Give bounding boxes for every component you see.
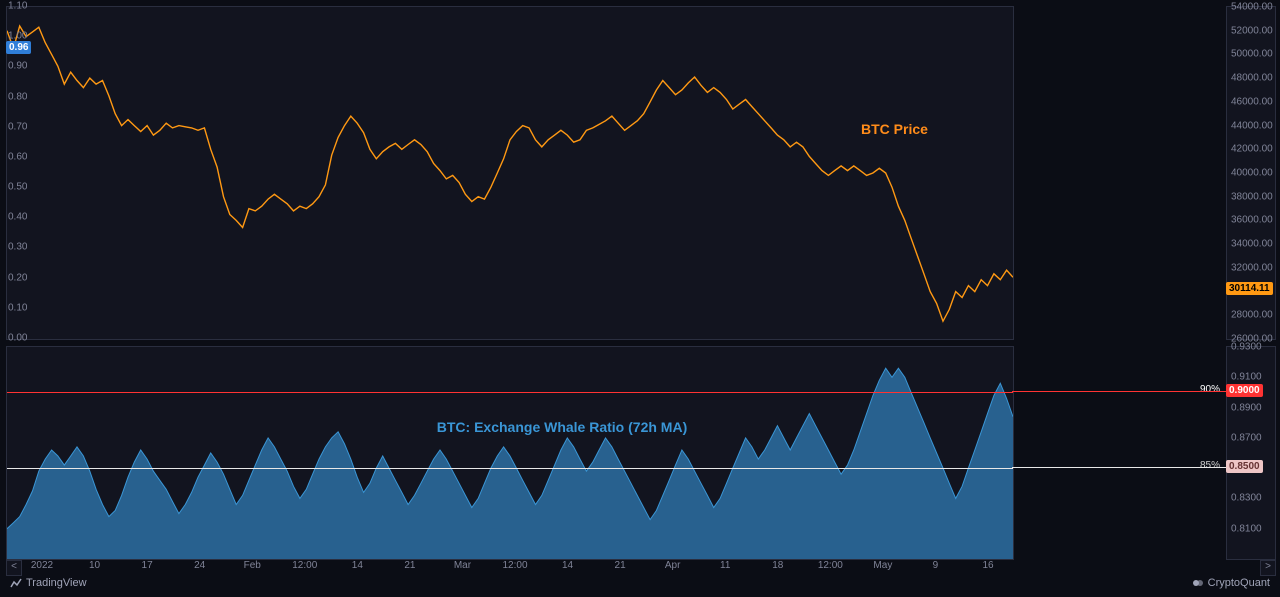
left-tick: 1.00 <box>8 31 27 42</box>
threshold-line-ext <box>1012 391 1226 392</box>
right-tick: 36000.00 <box>1231 215 1273 226</box>
time-tick: May <box>873 560 892 571</box>
right-tick-bottom: 0.8900 <box>1231 402 1262 413</box>
left-tick: 0.40 <box>8 212 27 223</box>
right-tick-bottom: 0.9300 <box>1231 342 1262 353</box>
footer: TradingView CryptoQuant <box>0 577 1280 593</box>
time-nav-right[interactable]: > <box>1260 560 1276 576</box>
right-tick-bottom: 0.8300 <box>1231 493 1262 504</box>
left-tick: 0.10 <box>8 302 27 313</box>
left-tick: 0.50 <box>8 182 27 193</box>
right-tick: 32000.00 <box>1231 262 1273 273</box>
right-axis-current-badge: 30114.11 <box>1226 282 1273 295</box>
right-tick: 44000.00 <box>1231 120 1273 131</box>
time-axis: 2022 10 17 24 Feb 12:00 14 21 Mar 12:00 14 21 Apr 11 1… <box>6 560 1224 574</box>
right-tick: 46000.00 <box>1231 96 1273 107</box>
time-tick: 14 <box>562 560 573 571</box>
right-tick: 40000.00 <box>1231 168 1273 179</box>
right-tick: 52000.00 <box>1231 25 1273 36</box>
right-tick: 28000.00 <box>1231 310 1273 321</box>
time-tick: 18 <box>772 560 783 571</box>
time-tick: 12:00 <box>818 560 843 571</box>
chart-root: BTC Price 0.00 0.10 0.20 0.30 0.40 0.50 0.60 0.… <box>0 0 1280 597</box>
right-tick: 38000.00 <box>1231 191 1273 202</box>
whale-panel[interactable]: BTC: Exchange Whale Ratio (72h MA) <box>6 346 1014 560</box>
time-tick: Apr <box>665 560 681 571</box>
time-tick: 10 <box>89 560 100 571</box>
time-tick: 21 <box>615 560 626 571</box>
time-tick: 2022 <box>31 560 53 571</box>
time-tick: 21 <box>404 560 415 571</box>
time-tick: 17 <box>142 560 153 571</box>
threshold-label: 85% <box>1200 460 1220 471</box>
time-tick: 12:00 <box>502 560 527 571</box>
time-tick: 24 <box>194 560 205 571</box>
right-axis-bottom: 0.81000.83000.85000.87000.89000.91000.93… <box>1226 346 1276 560</box>
time-tick: Feb <box>244 560 261 571</box>
right-tick: 42000.00 <box>1231 144 1273 155</box>
price-panel[interactable]: BTC Price <box>6 6 1014 340</box>
time-tick: 11 <box>720 560 730 571</box>
cryptoquant-icon <box>1192 577 1204 589</box>
whale-label: BTC: Exchange Whale Ratio (72h MA) <box>437 419 687 435</box>
left-tick: 0.30 <box>8 242 27 253</box>
whale-area-chart <box>7 347 1013 559</box>
right-tick: 54000.00 <box>1231 2 1273 13</box>
footer-left-text: TradingView <box>26 577 87 589</box>
time-tick: Mar <box>454 560 471 571</box>
tradingview-icon <box>10 577 22 589</box>
right-tick: 50000.00 <box>1231 49 1273 60</box>
right-axis-bottom-badge-90: 0.9000 <box>1226 384 1263 397</box>
threshold-line-ext <box>1012 467 1226 468</box>
right-axis-bottom-badge-85: 0.8500 <box>1226 460 1263 473</box>
right-tick: 48000.00 <box>1231 73 1273 84</box>
right-tick-bottom: 0.8100 <box>1231 523 1262 534</box>
left-tick: 1.10 <box>8 1 27 12</box>
left-tick: 0.70 <box>8 121 27 132</box>
time-tick: 14 <box>352 560 363 571</box>
left-axis-current-badge: 0.96 <box>6 41 31 54</box>
time-tick: 9 <box>933 560 939 571</box>
price-label: BTC Price <box>861 121 928 137</box>
time-tick: 12:00 <box>292 560 317 571</box>
footer-right-text: CryptoQuant <box>1208 577 1270 589</box>
right-tick: 34000.00 <box>1231 239 1273 250</box>
left-tick: 0.60 <box>8 151 27 162</box>
left-tick: 0.80 <box>8 91 27 102</box>
left-tick: 0.20 <box>8 272 27 283</box>
right-tick-bottom: 0.8700 <box>1231 432 1262 443</box>
price-line-chart <box>7 7 1013 339</box>
left-tick: 0.90 <box>8 61 27 72</box>
right-tick-bottom: 0.9100 <box>1231 372 1262 383</box>
time-tick: 16 <box>982 560 993 571</box>
left-tick: 0.00 <box>8 333 27 344</box>
threshold-label: 90% <box>1200 384 1220 395</box>
